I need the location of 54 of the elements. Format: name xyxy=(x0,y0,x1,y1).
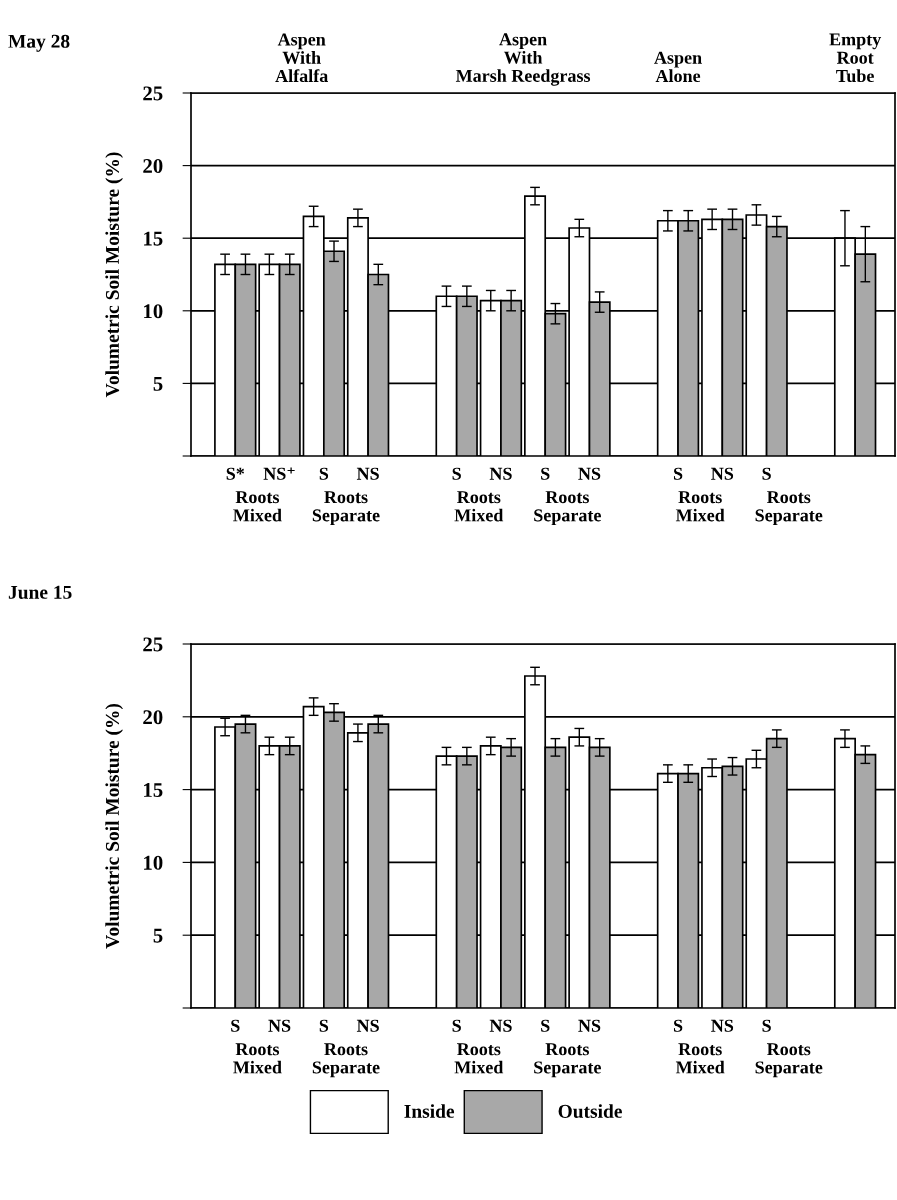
x-tick-label: S xyxy=(541,1019,550,1032)
y-tick-label: 20 xyxy=(143,158,163,174)
x-tick-label: NS⁺ xyxy=(263,467,295,480)
chart-title: May 28 xyxy=(8,34,70,52)
text: Empty Root Tube xyxy=(829,33,882,83)
x-tick-label: S xyxy=(762,467,771,480)
x-tick-label: NS xyxy=(489,467,512,480)
text: Aspen With Marsh Reedgrass xyxy=(455,33,591,86)
x-tick-label: S xyxy=(452,467,461,480)
legend-label: Outside xyxy=(558,1104,622,1118)
y-tick-label: 20 xyxy=(143,710,163,725)
text: Aspen Alone xyxy=(654,51,702,83)
x-tick-label: NS xyxy=(578,467,601,480)
x-tick-label: NS xyxy=(356,467,379,480)
text: Roots Separate xyxy=(534,1043,601,1078)
x-tick-label: NS xyxy=(578,1019,601,1032)
y-axis-title: Volumetric Soil Moisture (%) xyxy=(105,152,123,398)
x-tick-label: S xyxy=(319,467,329,480)
y-tick-label: 15 xyxy=(144,231,163,246)
y-axis-title: Volumetric Soil Moisture (%) xyxy=(105,703,123,949)
x-tick-label: NS xyxy=(711,1019,734,1032)
text: Roots Separate xyxy=(534,491,601,526)
x-tick-label: S xyxy=(231,1019,240,1032)
y-tick-label: 15 xyxy=(144,783,163,798)
text: Roots Mixed xyxy=(675,491,725,522)
y-tick-label: 5 xyxy=(153,928,163,943)
x-tick-label: S xyxy=(319,1019,329,1032)
text: Aspen With Alfalfa xyxy=(275,33,328,83)
text: Roots Separate xyxy=(755,491,823,526)
text: Roots Separate xyxy=(312,1043,380,1078)
x-tick-label: NS xyxy=(268,1019,291,1032)
x-tick-label: NS xyxy=(711,467,734,480)
legend-label: Inside xyxy=(404,1104,455,1118)
y-tick-label: 5 xyxy=(153,376,163,391)
text: Roots Mixed xyxy=(675,1043,725,1074)
x-tick-label: S xyxy=(452,1019,461,1032)
text: Roots Separate xyxy=(755,1043,823,1078)
x-tick-label: S xyxy=(762,1019,771,1032)
x-tick-label: NS xyxy=(356,1019,379,1032)
x-tick-label: S xyxy=(673,1019,683,1032)
y-tick-label: 10 xyxy=(144,855,163,870)
x-tick-label: NS xyxy=(489,1019,512,1032)
x-tick-label: S* xyxy=(226,467,245,480)
text: Roots Mixed xyxy=(454,1043,504,1074)
y-tick-label: 10 xyxy=(144,304,163,319)
x-tick-label: S xyxy=(673,467,683,480)
x-tick-label: S xyxy=(541,467,550,480)
y-tick-label: 25 xyxy=(143,637,163,652)
text: Roots Separate xyxy=(312,491,380,526)
chart-title: June 15 xyxy=(8,585,72,599)
text: Roots Mixed xyxy=(233,491,282,522)
y-tick-label: 25 xyxy=(143,86,163,101)
text: Roots Mixed xyxy=(233,1043,282,1074)
text: Roots Mixed xyxy=(454,491,504,522)
